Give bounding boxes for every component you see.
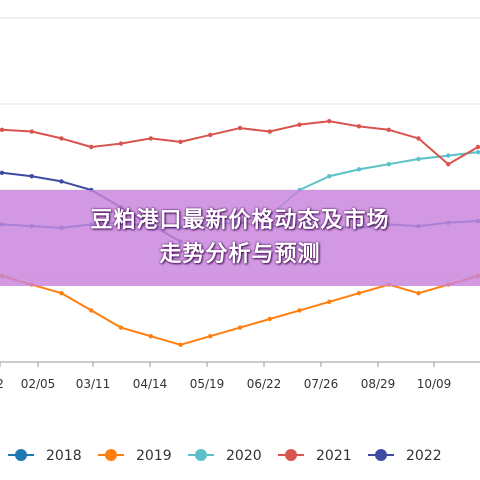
x-axis-ticks: 2 02/05 03/11 04/14 05/19 06/22 07/26 08/29 10/0… (0, 362, 451, 391)
legend-marker (285, 449, 297, 461)
legend-label: 2019 (136, 448, 172, 464)
data-point-2019 (237, 325, 243, 330)
legend-marker (195, 449, 207, 461)
legend-marker (15, 449, 27, 461)
data-point-2021 (148, 136, 153, 141)
x-tick-label: 02/05 (21, 377, 56, 391)
data-point-2021 (118, 141, 124, 146)
data-point-2020 (446, 153, 451, 158)
data-point-2019 (208, 334, 213, 339)
legend-item-2020[interactable]: 2020 (188, 448, 262, 464)
data-point-2021 (29, 129, 34, 134)
data-point-2021 (446, 162, 451, 167)
x-tick-label: 07/26 (304, 377, 339, 391)
legend[interactable]: 2018 2019 2020 2021 2022 (8, 448, 442, 464)
legend-item-2021[interactable]: 2021 (278, 448, 352, 464)
data-point-2019 (118, 325, 124, 330)
data-point-2019 (416, 291, 421, 296)
x-tick-label: 2 (0, 377, 4, 391)
data-point-2021 (386, 127, 391, 132)
data-point-2021 (297, 122, 302, 127)
data-point-2021 (237, 125, 243, 131)
data-point-2020 (327, 174, 332, 179)
x-tick-label: 04/14 (133, 377, 168, 391)
data-point-2021 (0, 127, 5, 132)
x-tick-label: 08/29 (361, 377, 396, 391)
data-point-2019 (178, 342, 183, 347)
data-point-2021 (178, 139, 183, 145)
data-point-2021 (208, 132, 213, 138)
title-banner: 豆粕港口最新价格动态及市场 走势分析与预测 (0, 190, 480, 286)
data-point-2022 (29, 174, 34, 179)
data-point-2019 (148, 334, 153, 339)
series-line-2019 (1, 275, 479, 346)
data-point-2021 (356, 124, 362, 129)
data-point-2019 (267, 316, 272, 322)
data-point-2019 (59, 291, 64, 296)
legend-marker (105, 449, 117, 461)
series-line-2020 (269, 151, 479, 217)
data-point-2020 (386, 162, 391, 167)
data-point-2021 (59, 136, 64, 141)
data-point-2022 (0, 170, 5, 175)
data-point-2021 (416, 136, 421, 141)
data-point-2021 (327, 119, 332, 124)
legend-item-2022[interactable]: 2022 (368, 448, 442, 464)
data-point-2019 (297, 308, 302, 313)
legend-label: 2018 (46, 448, 82, 464)
legend-item-2019[interactable]: 2019 (98, 448, 172, 464)
data-point-2021 (89, 144, 94, 150)
data-point-2019 (327, 299, 332, 304)
x-tick-label: 06/22 (247, 377, 282, 391)
data-point-2020 (356, 167, 362, 172)
data-point-2019 (356, 291, 362, 296)
legend-marker (375, 449, 387, 461)
banner-title-line-2: 走势分析与预测 (159, 242, 321, 267)
legend-label: 2021 (316, 448, 352, 464)
data-point-2021 (267, 129, 272, 134)
x-tick-label: 05/19 (190, 377, 225, 391)
legend-label: 2022 (406, 448, 442, 464)
data-point-2022 (59, 179, 64, 184)
data-point-2021 (475, 144, 480, 150)
data-point-2020 (416, 156, 421, 162)
data-point-2020 (475, 149, 480, 155)
banner-title-line-1: 豆粕港口最新价格动态及市场 (90, 208, 390, 233)
legend-item-2018[interactable]: 2018 (8, 448, 82, 464)
data-point-2019 (89, 308, 94, 313)
x-tick-label: 10/09 (417, 377, 452, 391)
legend-label: 2020 (226, 448, 262, 464)
x-tick-label: 03/11 (76, 377, 111, 391)
